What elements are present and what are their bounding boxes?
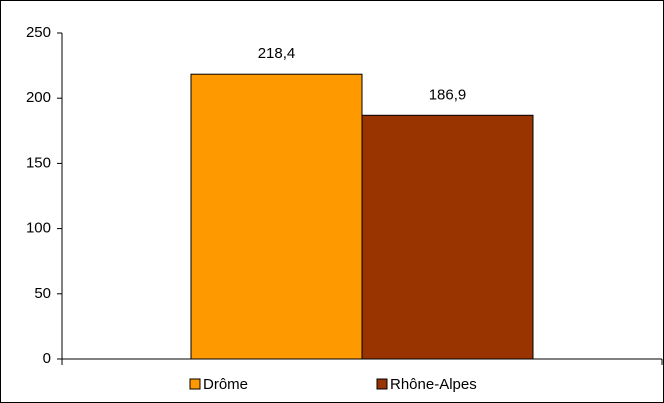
bar <box>190 73 363 360</box>
y-tick-label: 100 <box>26 220 51 237</box>
y-tick-label: 0 <box>43 350 51 367</box>
legend-label: Drôme <box>203 376 248 393</box>
y-tick-label: 150 <box>26 154 51 171</box>
y-tick-label: 200 <box>26 89 51 106</box>
y-tick-label: 250 <box>26 24 51 41</box>
data-label: 218,4 <box>258 45 296 62</box>
bar <box>361 114 534 360</box>
data-label: 186,9 <box>429 86 467 103</box>
legend-swatch <box>376 378 388 390</box>
y-tick-label: 50 <box>34 285 51 302</box>
legend-label: Rhône-Alpes <box>390 376 477 393</box>
legend-swatch <box>189 378 201 390</box>
